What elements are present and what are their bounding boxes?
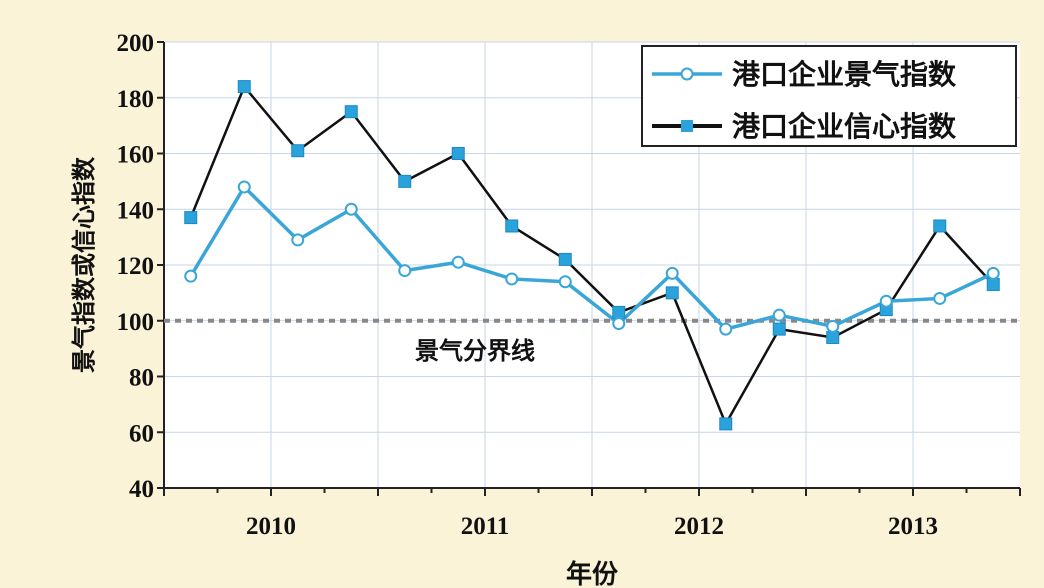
- y-tick-label: 80: [129, 365, 154, 392]
- data-point: [933, 291, 947, 305]
- data-point: [344, 105, 358, 119]
- data-point: [237, 180, 251, 194]
- data-point: [719, 322, 733, 336]
- data-point: [451, 147, 465, 160]
- y-tick-label: 140: [117, 197, 155, 224]
- series-line: [189, 184, 994, 332]
- data-point: [184, 211, 198, 225]
- x-tick-label: 2012: [674, 513, 724, 540]
- data-point: [558, 275, 572, 289]
- data-point: [505, 272, 519, 286]
- data-point: [612, 317, 626, 331]
- x-axis-title: 年份: [566, 559, 618, 588]
- series-line: [189, 84, 995, 427]
- legend-marker: [681, 120, 693, 132]
- legend-marker: [680, 67, 694, 81]
- y-tick-label: 100: [117, 309, 155, 336]
- data-point: [398, 264, 412, 278]
- data-point: [451, 255, 465, 269]
- data-point: [826, 319, 840, 333]
- x-tick-label: 2010: [246, 513, 296, 540]
- data-point: [505, 219, 519, 233]
- data-point: [291, 233, 305, 247]
- data-point: [184, 269, 198, 283]
- data-point: [933, 219, 947, 233]
- y-axis-title: 景气指数或信心指数: [70, 156, 98, 373]
- data-point: [558, 252, 572, 266]
- data-point: [879, 294, 893, 308]
- reference-line-label: 景气分界线: [415, 337, 535, 365]
- legend-label: 港口企业景气指数: [732, 58, 957, 91]
- data-point: [344, 202, 358, 216]
- axes: 40 60 80 100 120 140 160 180 200 2010 2011 2012 2013: [117, 30, 1021, 540]
- data-point: [398, 174, 412, 188]
- data-point: [291, 144, 305, 158]
- data-point: [986, 278, 1000, 292]
- data-point: [665, 266, 679, 280]
- data-point: [772, 308, 786, 322]
- data-point: [665, 286, 679, 300]
- y-tick-label: 160: [117, 142, 155, 169]
- y-tick-label: 180: [117, 86, 155, 113]
- legend-box: [641, 45, 1017, 147]
- data-point: [237, 80, 251, 94]
- y-tick-label: 200: [117, 30, 155, 57]
- data-point: [772, 322, 786, 336]
- data-point: [826, 330, 840, 344]
- y-tick-label: 40: [129, 476, 154, 503]
- x-tick-label: 2011: [461, 513, 510, 540]
- x-tick-label: 2013: [888, 513, 938, 540]
- reference-line-group: 景气分界线: [164, 318, 1020, 365]
- data-point: [612, 305, 626, 319]
- grid-lines: [164, 41, 1020, 488]
- y-tick-label: 120: [117, 253, 155, 280]
- legend-label: 港口企业信心指数: [732, 110, 957, 143]
- data-point: [719, 417, 733, 431]
- series-group: [184, 80, 1000, 431]
- y-tick-label: 60: [129, 420, 154, 447]
- data-point: [986, 266, 1000, 280]
